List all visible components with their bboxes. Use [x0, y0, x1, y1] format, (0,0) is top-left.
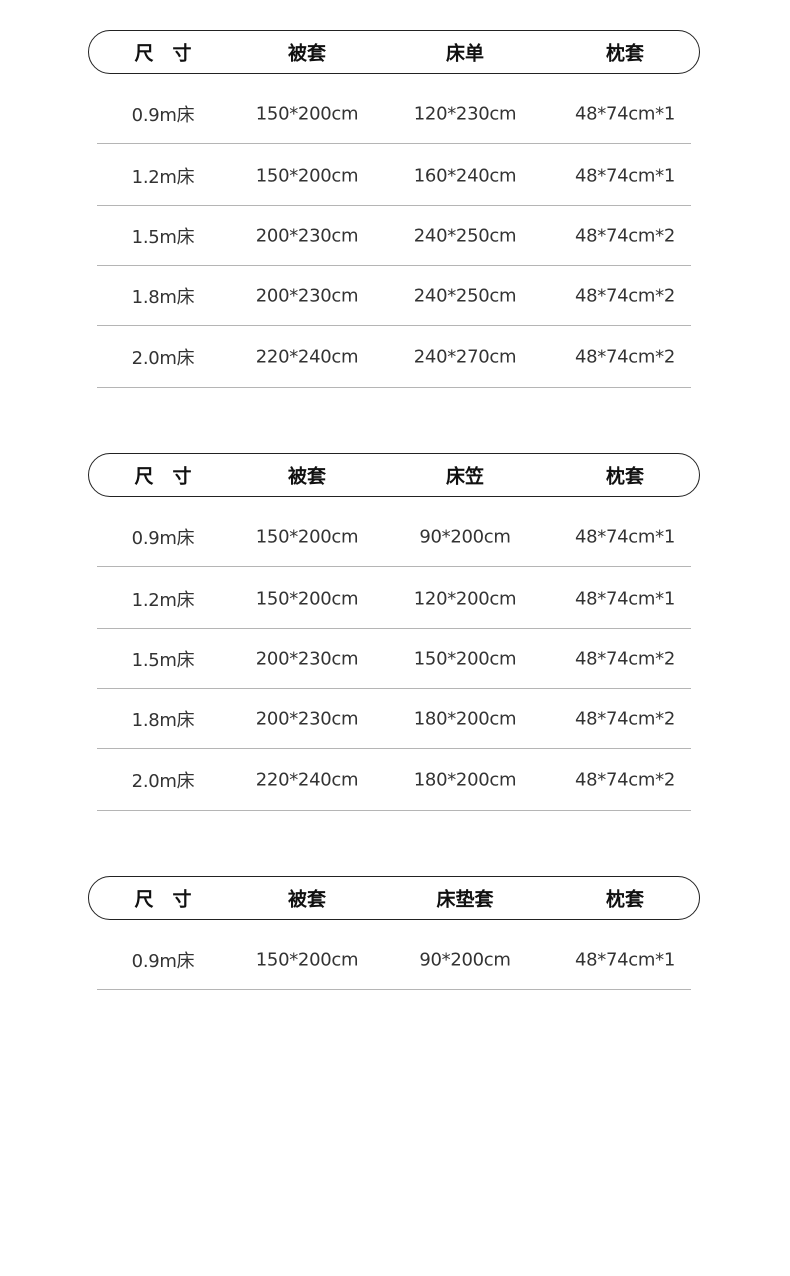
cell-duvet-cover: 150*200cm — [255, 103, 359, 125]
cell-pillowcase: 48*74cm*2 — [575, 225, 675, 247]
row-divider — [97, 748, 691, 749]
table-header — [88, 30, 700, 74]
cell-duvet-cover: 150*200cm — [255, 165, 359, 187]
cell-size: 0.9m床 — [131, 951, 195, 972]
header-sheet: 床笠 — [445, 465, 485, 488]
header-pillowcase: 枕套 — [605, 888, 645, 911]
cell-size: 2.0m床 — [131, 771, 195, 792]
cell-sheet: 120*200cm — [413, 588, 517, 610]
cell-size: 2.0m床 — [131, 348, 195, 369]
cell-sheet: 150*200cm — [413, 648, 517, 670]
cell-size: 1.2m床 — [131, 590, 195, 611]
cell-pillowcase: 48*74cm*1 — [575, 165, 675, 187]
cell-duvet-cover: 150*200cm — [255, 526, 359, 548]
header-duvet-cover: 被套 — [287, 42, 327, 65]
header-pillowcase: 枕套 — [605, 42, 645, 65]
row-divider — [97, 566, 691, 567]
row-divider — [97, 205, 691, 206]
cell-sheet: 90*200cm — [419, 949, 511, 971]
header-sheet: 床垫套 — [436, 888, 494, 911]
table-header — [88, 876, 700, 920]
cell-pillowcase: 48*74cm*2 — [575, 285, 675, 307]
cell-pillowcase: 48*74cm*2 — [575, 708, 675, 730]
cell-sheet: 160*240cm — [413, 165, 517, 187]
cell-sheet: 120*230cm — [413, 103, 517, 125]
size-table: 尺 寸 被套 床单 枕套 0.9m床 150*200cm 120*230cm 48*74cm*… — [0, 30, 790, 430]
cell-size: 1.5m床 — [131, 650, 195, 671]
header-sheet: 床单 — [445, 42, 485, 65]
cell-size: 1.5m床 — [131, 227, 195, 248]
header-pillowcase: 枕套 — [605, 465, 645, 488]
header-duvet-cover: 被套 — [287, 465, 327, 488]
cell-pillowcase: 48*74cm*1 — [575, 526, 675, 548]
cell-pillowcase: 48*74cm*1 — [575, 588, 675, 610]
cell-duvet-cover: 200*230cm — [255, 285, 359, 307]
cell-size: 1.8m床 — [131, 710, 195, 731]
row-divider — [97, 688, 691, 689]
row-divider — [97, 387, 691, 388]
cell-pillowcase: 48*74cm*2 — [575, 346, 675, 368]
row-divider — [97, 143, 691, 144]
cell-pillowcase: 48*74cm*1 — [575, 949, 675, 971]
cell-pillowcase: 48*74cm*1 — [575, 103, 675, 125]
cell-duvet-cover: 220*240cm — [255, 769, 359, 791]
row-divider — [97, 989, 691, 990]
cell-duvet-cover: 200*230cm — [255, 708, 359, 730]
cell-size: 1.8m床 — [131, 287, 195, 308]
header-size: 尺 寸 — [134, 888, 192, 911]
cell-sheet: 240*270cm — [413, 346, 517, 368]
cell-pillowcase: 48*74cm*2 — [575, 769, 675, 791]
row-divider — [97, 628, 691, 629]
header-size: 尺 寸 — [134, 42, 192, 65]
cell-size: 0.9m床 — [131, 105, 195, 126]
cell-size: 1.2m床 — [131, 167, 195, 188]
cell-duvet-cover: 150*200cm — [255, 588, 359, 610]
cell-duvet-cover: 220*240cm — [255, 346, 359, 368]
row-divider — [97, 265, 691, 266]
cell-pillowcase: 48*74cm*2 — [575, 648, 675, 670]
cell-duvet-cover: 200*230cm — [255, 225, 359, 247]
cell-sheet: 180*200cm — [413, 769, 517, 791]
size-table: 尺 寸 被套 床笠 枕套 0.9m床 150*200cm 90*200cm 48*74cm*1… — [0, 453, 790, 853]
cell-sheet: 180*200cm — [413, 708, 517, 730]
size-table: 尺 寸 被套 床垫套 枕套 0.9m床 150*200cm 90*200cm 48*74cm*… — [0, 876, 790, 1276]
cell-duvet-cover: 200*230cm — [255, 648, 359, 670]
cell-duvet-cover: 150*200cm — [255, 949, 359, 971]
header-size: 尺 寸 — [134, 465, 192, 488]
cell-sheet: 240*250cm — [413, 285, 517, 307]
row-divider — [97, 325, 691, 326]
cell-size: 0.9m床 — [131, 528, 195, 549]
header-duvet-cover: 被套 — [287, 888, 327, 911]
cell-sheet: 240*250cm — [413, 225, 517, 247]
row-divider — [97, 810, 691, 811]
cell-sheet: 90*200cm — [419, 526, 511, 548]
table-header — [88, 453, 700, 497]
